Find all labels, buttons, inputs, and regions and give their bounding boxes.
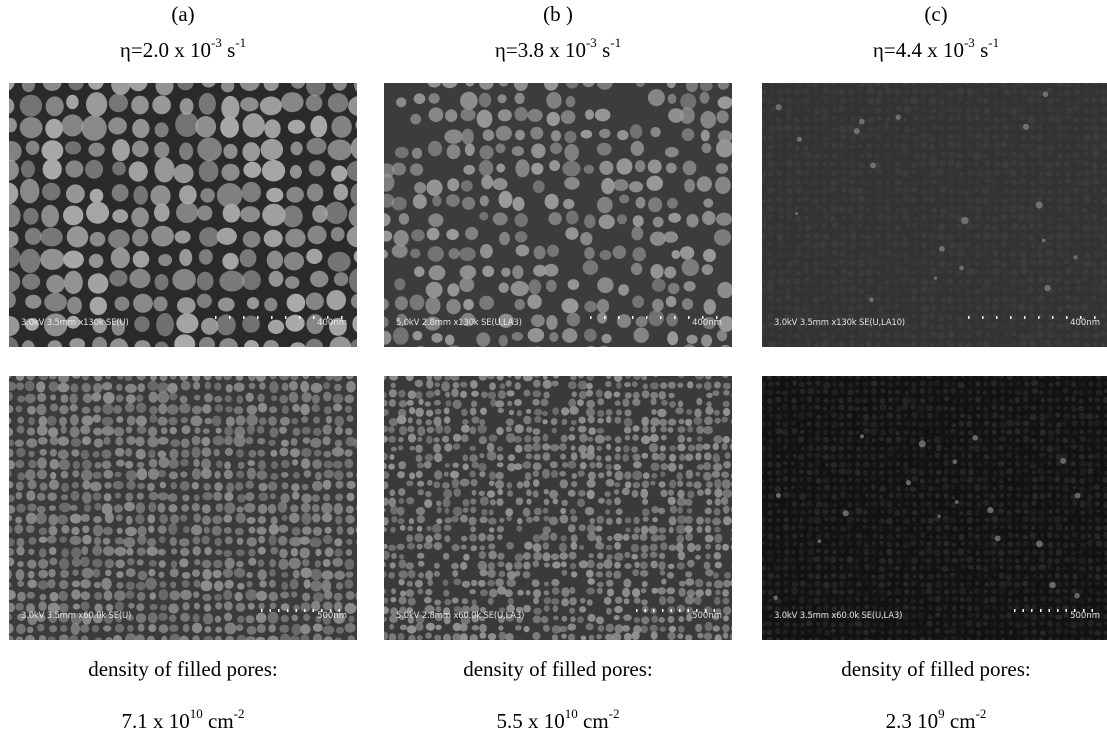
eta-caption: η=4.4 x 10-3 s-1 [762, 35, 1107, 63]
density-unit: cm [944, 709, 976, 733]
sem-image-low-mag: 3.0kV 3.5mm x60.0k SE(U) 500nm [9, 376, 357, 640]
scale-bar-label: 500nm [317, 611, 347, 621]
sem-texture [762, 83, 1107, 347]
density-value: 7.1 x 1010 cm-2 [9, 706, 357, 734]
sem-meta-label: 3.0kV 3.5mm x130k SE(U) [21, 318, 129, 328]
density-value: 2.3 109 cm-2 [762, 706, 1107, 734]
sem-texture [762, 376, 1107, 640]
density-label: density of filled pores: [463, 657, 653, 681]
eta-unit-exponent: -1 [610, 35, 622, 50]
eta-unit: s [596, 38, 611, 62]
scale-bar [261, 609, 347, 612]
sem-image-low-mag: 3.0kV 3.5mm x60.0k SE(U,LA3) 500nm [762, 376, 1107, 640]
panel-letter: (b ) [543, 2, 573, 26]
sem-meta-label: 3.0kV 3.5mm x60.0k SE(U,LA3) [774, 611, 903, 621]
sem-image-high-mag: 3.0kV 3.5mm x130k SE(U,LA10) 400nm [762, 83, 1107, 347]
eta-prefix: η=3.8 x 10 [494, 38, 586, 62]
density-unit: cm [202, 709, 234, 733]
scale-bar-label: 500nm [1070, 611, 1100, 621]
density-label: density of filled pores: [88, 657, 278, 681]
scale-bar-label: 400nm [692, 318, 722, 328]
density-base: 7.1 x 10 [121, 709, 190, 733]
panel-letter: (c) [924, 2, 948, 26]
density-label: density of filled pores: [841, 657, 1031, 681]
eta-prefix: η=4.4 x 10 [872, 38, 964, 62]
scale-bar-label: 500nm [692, 611, 722, 621]
sem-texture [9, 83, 357, 347]
sem-texture [384, 376, 732, 640]
sem-texture [9, 376, 357, 640]
eta-exponent: -3 [963, 35, 975, 50]
density-unit-exponent: -2 [608, 706, 620, 721]
scale-bar [1014, 609, 1100, 612]
scale-bar-label: 400nm [1070, 318, 1100, 328]
density-exponent: 9 [938, 706, 945, 721]
eta-unit-exponent: -1 [235, 35, 247, 50]
sem-image-low-mag: 5.0kV 2.8mm x60.0k SE(U,LA3) 500nm [384, 376, 732, 640]
eta-unit: s [974, 38, 989, 62]
scale-bar [215, 316, 347, 319]
sem-meta-label: 5.0kV 2.8mm x130k SE(U,LA3) [396, 318, 522, 328]
scale-bar [590, 316, 722, 319]
sem-meta-label: 5.0kV 2.8mm x60.0k SE(U,LA3) [396, 611, 525, 621]
density-value: 5.5 x 1010 cm-2 [384, 706, 732, 734]
eta-prefix: η=2.0 x 10 [119, 38, 211, 62]
scale-bar [968, 316, 1100, 319]
eta-unit: s [221, 38, 236, 62]
eta-caption: η=2.0 x 10-3 s-1 [9, 35, 357, 63]
density-unit: cm [577, 709, 609, 733]
density-exponent: 10 [564, 706, 578, 721]
sem-image-high-mag: 5.0kV 2.8mm x130k SE(U,LA3) 400nm [384, 83, 732, 347]
scale-bar [636, 609, 722, 612]
density-base: 2.3 10 [885, 709, 939, 733]
sem-texture [384, 83, 732, 347]
eta-caption: η=3.8 x 10-3 s-1 [384, 35, 732, 63]
sem-meta-label: 3.0kV 3.5mm x60.0k SE(U) [21, 611, 132, 621]
eta-unit-exponent: -1 [988, 35, 1000, 50]
scale-bar-label: 400nm [317, 318, 347, 328]
density-unit-exponent: -2 [233, 706, 245, 721]
eta-exponent: -3 [210, 35, 222, 50]
eta-exponent: -3 [585, 35, 597, 50]
panel-letter: (a) [171, 2, 195, 26]
sem-meta-label: 3.0kV 3.5mm x130k SE(U,LA10) [774, 318, 905, 328]
density-exponent: 10 [189, 706, 203, 721]
density-unit-exponent: -2 [975, 706, 987, 721]
sem-image-high-mag: 3.0kV 3.5mm x130k SE(U) 400nm [9, 83, 357, 347]
density-base: 5.5 x 10 [496, 709, 565, 733]
